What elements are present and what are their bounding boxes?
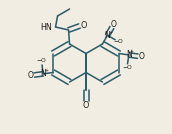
Text: −O: −O bbox=[114, 39, 123, 44]
Text: O: O bbox=[111, 20, 117, 29]
Text: +: + bbox=[44, 68, 48, 73]
Text: N: N bbox=[105, 31, 110, 40]
Text: −O: −O bbox=[37, 58, 46, 63]
Text: HN: HN bbox=[40, 23, 52, 31]
Text: +: + bbox=[109, 30, 112, 35]
Text: N: N bbox=[40, 69, 46, 78]
Text: N: N bbox=[126, 50, 132, 59]
Text: O: O bbox=[139, 52, 145, 61]
Text: +: + bbox=[130, 49, 134, 54]
Text: O: O bbox=[27, 71, 33, 80]
Text: O: O bbox=[83, 101, 89, 110]
Text: −O: −O bbox=[122, 65, 132, 70]
Text: O: O bbox=[80, 21, 87, 31]
